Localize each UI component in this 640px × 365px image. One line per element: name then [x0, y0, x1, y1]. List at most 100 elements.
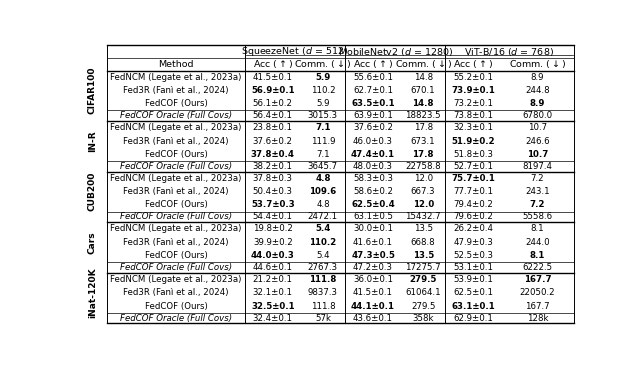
Text: 73.9±0.1: 73.9±0.1 — [451, 86, 495, 95]
Text: 670.1: 670.1 — [411, 86, 435, 95]
Text: 5.9: 5.9 — [316, 99, 330, 108]
Text: 5.4: 5.4 — [316, 251, 330, 260]
Text: 37.8±0.3: 37.8±0.3 — [253, 174, 292, 183]
Text: 63.5±0.1: 63.5±0.1 — [351, 99, 395, 108]
Text: 37.6±0.2: 37.6±0.2 — [353, 123, 393, 132]
Text: 15432.7: 15432.7 — [405, 212, 441, 222]
Text: Fed3R (Fanì et al., 2024): Fed3R (Fanì et al., 2024) — [124, 187, 229, 196]
Text: 7.1: 7.1 — [315, 123, 331, 132]
Text: FedCOF Oracle (Full Covs): FedCOF Oracle (Full Covs) — [120, 111, 232, 120]
Text: 37.8±0.4: 37.8±0.4 — [251, 150, 295, 159]
Text: 44.0±0.3: 44.0±0.3 — [251, 251, 295, 260]
Text: 5558.6: 5558.6 — [522, 212, 552, 222]
Text: 79.4±0.2: 79.4±0.2 — [453, 200, 493, 210]
Text: CUB200: CUB200 — [88, 172, 97, 211]
Text: 39.9±0.2: 39.9±0.2 — [253, 238, 292, 247]
Text: 38.2±0.1: 38.2±0.1 — [253, 162, 292, 171]
Text: 111.8: 111.8 — [309, 275, 337, 284]
Text: 73.2±0.1: 73.2±0.1 — [453, 99, 493, 108]
Text: 52.5±0.3: 52.5±0.3 — [453, 251, 493, 260]
Text: 47.3±0.5: 47.3±0.5 — [351, 251, 395, 260]
Text: 58.6±0.2: 58.6±0.2 — [353, 187, 393, 196]
Text: 63.1±0.5: 63.1±0.5 — [353, 212, 393, 222]
Text: 62.5±0.4: 62.5±0.4 — [351, 200, 395, 210]
Text: 8.9: 8.9 — [531, 73, 544, 82]
Text: 61064.1: 61064.1 — [405, 288, 441, 297]
Text: 4.8: 4.8 — [315, 174, 331, 183]
Text: 2472.1: 2472.1 — [308, 212, 338, 222]
Text: 8.1: 8.1 — [531, 224, 544, 234]
Text: FedCOF Oracle (Full Covs): FedCOF Oracle (Full Covs) — [120, 162, 232, 171]
Text: FedCOF Oracle (Full Covs): FedCOF Oracle (Full Covs) — [120, 263, 232, 272]
Text: 30.0±0.1: 30.0±0.1 — [353, 224, 393, 234]
Text: 53.1±0.1: 53.1±0.1 — [453, 263, 493, 272]
Text: 22050.2: 22050.2 — [520, 288, 555, 297]
Text: 110.2: 110.2 — [310, 86, 335, 95]
Text: FedNCM (Legate et al., 2023a): FedNCM (Legate et al., 2023a) — [110, 123, 242, 132]
Text: 43.6±0.1: 43.6±0.1 — [353, 314, 393, 323]
Text: 244.0: 244.0 — [525, 238, 550, 247]
Text: 79.6±0.2: 79.6±0.2 — [453, 212, 493, 222]
Text: 41.6±0.1: 41.6±0.1 — [353, 238, 393, 247]
Text: 26.2±0.4: 26.2±0.4 — [453, 224, 493, 234]
Text: 358k: 358k — [412, 314, 434, 323]
Text: 63.9±0.1: 63.9±0.1 — [353, 111, 393, 120]
Text: Fed3R (Fanì et al., 2024): Fed3R (Fanì et al., 2024) — [124, 86, 229, 95]
Text: 5.9: 5.9 — [316, 73, 330, 82]
Text: FedCOF (Ours): FedCOF (Ours) — [145, 301, 207, 311]
Text: 62.9±0.1: 62.9±0.1 — [453, 314, 493, 323]
Text: 13.5: 13.5 — [413, 224, 433, 234]
Text: 7.1: 7.1 — [316, 150, 330, 159]
Text: 7.2: 7.2 — [530, 200, 545, 210]
Text: ViT-B/16 ($d$ = 768): ViT-B/16 ($d$ = 768) — [465, 46, 554, 58]
Text: 37.6±0.2: 37.6±0.2 — [253, 137, 292, 146]
Text: FedCOF Oracle (Full Covs): FedCOF Oracle (Full Covs) — [120, 314, 232, 323]
Text: Comm. ($\downarrow$): Comm. ($\downarrow$) — [509, 58, 566, 70]
Text: 58.3±0.3: 58.3±0.3 — [353, 174, 393, 183]
Text: Cars: Cars — [88, 231, 97, 254]
Text: 17275.7: 17275.7 — [405, 263, 441, 272]
Text: 53.7±0.3: 53.7±0.3 — [251, 200, 294, 210]
Text: 5.4: 5.4 — [316, 224, 331, 234]
Text: 54.4±0.1: 54.4±0.1 — [253, 212, 292, 222]
Text: 19.8±0.2: 19.8±0.2 — [253, 224, 292, 234]
Text: 111.8: 111.8 — [310, 301, 335, 311]
Text: 47.4±0.1: 47.4±0.1 — [351, 150, 395, 159]
Text: 8197.4: 8197.4 — [522, 162, 552, 171]
Text: Comm. ($\downarrow$): Comm. ($\downarrow$) — [294, 58, 351, 70]
Text: 8.1: 8.1 — [530, 251, 545, 260]
Text: 51.8±0.3: 51.8±0.3 — [453, 150, 493, 159]
Text: 279.5: 279.5 — [410, 275, 437, 284]
Text: 32.5±0.1: 32.5±0.1 — [251, 301, 294, 311]
Text: 63.1±0.1: 63.1±0.1 — [451, 301, 495, 311]
Text: Fed3R (Fanì et al., 2024): Fed3R (Fanì et al., 2024) — [124, 238, 229, 247]
Text: 18823.5: 18823.5 — [405, 111, 441, 120]
Text: FedNCM (Legate et al., 2023a): FedNCM (Legate et al., 2023a) — [110, 275, 242, 284]
Text: 673.1: 673.1 — [411, 137, 435, 146]
Text: 6780.0: 6780.0 — [522, 111, 552, 120]
Text: FedCOF (Ours): FedCOF (Ours) — [145, 150, 207, 159]
Text: 62.5±0.1: 62.5±0.1 — [453, 288, 493, 297]
Text: 52.7±0.1: 52.7±0.1 — [453, 162, 493, 171]
Text: 244.8: 244.8 — [525, 86, 550, 95]
Text: Method: Method — [158, 60, 194, 69]
Text: 32.1±0.1: 32.1±0.1 — [253, 288, 292, 297]
Text: 110.2: 110.2 — [309, 238, 337, 247]
Text: 47.9±0.3: 47.9±0.3 — [453, 238, 493, 247]
Text: FedCOF (Ours): FedCOF (Ours) — [145, 200, 207, 210]
Text: CIFAR100: CIFAR100 — [88, 67, 97, 114]
Text: 10.7: 10.7 — [528, 123, 547, 132]
Text: 13.5: 13.5 — [413, 251, 434, 260]
Text: 246.6: 246.6 — [525, 137, 550, 146]
Text: 51.9±0.2: 51.9±0.2 — [451, 137, 495, 146]
Text: 667.3: 667.3 — [411, 187, 435, 196]
Text: 56.1±0.2: 56.1±0.2 — [253, 99, 292, 108]
Text: 3015.3: 3015.3 — [308, 111, 338, 120]
Text: FedCOF (Ours): FedCOF (Ours) — [145, 99, 207, 108]
Text: Acc ($\uparrow$): Acc ($\uparrow$) — [453, 58, 493, 70]
Text: 6222.5: 6222.5 — [522, 263, 552, 272]
Text: SqueezeNet ($d$ = 512): SqueezeNet ($d$ = 512) — [241, 45, 348, 58]
Text: 9837.3: 9837.3 — [308, 288, 338, 297]
Text: FedCOF Oracle (Full Covs): FedCOF Oracle (Full Covs) — [120, 212, 232, 222]
Text: FedNCM (Legate et al., 2023a): FedNCM (Legate et al., 2023a) — [110, 73, 242, 82]
